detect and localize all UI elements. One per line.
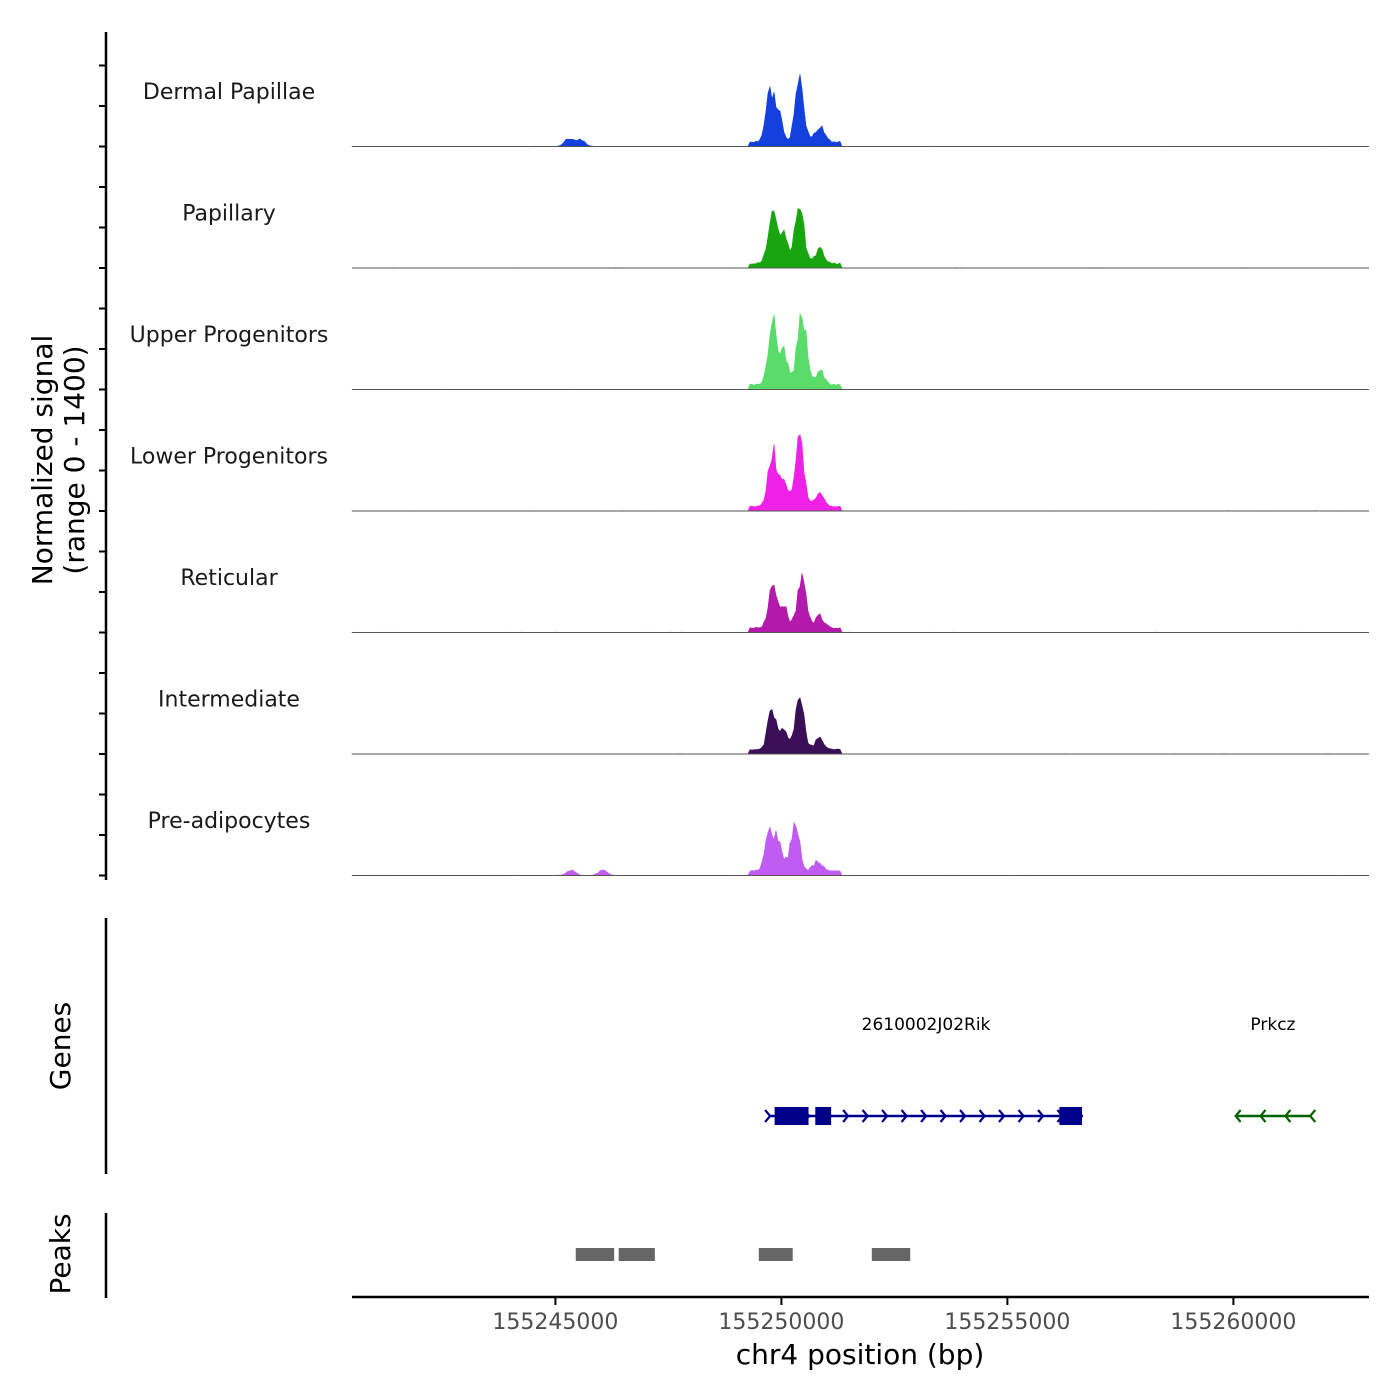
x-axis-title: chr4 position (bp) — [736, 1338, 985, 1371]
signal-area-reticular — [351, 573, 1370, 633]
genes-panel: 2610002J02Rik Prkcz — [764, 1015, 1317, 1125]
signal-area-lower-progenitors — [351, 434, 1369, 512]
strand-chevron-2610002j02rik — [959, 1109, 967, 1123]
track-label-upper-progenitors: Upper Progenitors — [130, 323, 329, 348]
track-label-intermediate: Intermediate — [158, 688, 300, 713]
peaks-panel — [575, 1248, 911, 1261]
track-label-lower-progenitors: Lower Progenitors — [130, 445, 328, 470]
x-tick-label: 155260000 — [1170, 1310, 1296, 1335]
strand-chevron-2610002j02rik — [842, 1109, 850, 1123]
strand-chevron-2610002j02rik — [900, 1109, 908, 1123]
strand-chevron-prkcz — [1283, 1109, 1292, 1123]
exon-2610002j02rik — [1059, 1107, 1082, 1125]
signal-y-ticks — [99, 64, 106, 877]
track-label-papillary: Papillary — [182, 202, 276, 227]
signal-area-dermal-papillae — [351, 74, 1370, 147]
strand-chevron-2610002j02rik — [764, 1109, 772, 1123]
strand-chevron-2610002j02rik — [920, 1109, 928, 1123]
track-label-pre-adipocytes: Pre-adipocytes — [148, 809, 311, 834]
strand-chevron-2610002j02rik — [861, 1109, 869, 1123]
signal-area-intermediate — [351, 697, 1369, 755]
signal-area-upper-progenitors — [351, 312, 1370, 390]
strand-chevron-2610002j02rik — [1037, 1109, 1045, 1123]
peak-region — [618, 1248, 655, 1261]
x-tick-label: 155245000 — [492, 1310, 618, 1335]
peak-region — [575, 1248, 615, 1261]
gene-label-2610002j02rik: 2610002J02Rik — [862, 1015, 991, 1035]
track-label-dermal-papillae: Dermal Papillae — [143, 80, 315, 105]
peaks-panel-title: Peaks — [44, 1213, 77, 1294]
x-tick-label: 155250000 — [718, 1310, 844, 1335]
peak-region — [871, 1248, 911, 1261]
x-axis-ticks: 155245000 155250000 155255000 155260000 — [492, 1297, 1296, 1335]
x-tick-label: 155255000 — [944, 1310, 1070, 1335]
genes-panel-title: Genes — [44, 1002, 77, 1090]
signal-area-papillary — [351, 207, 1369, 269]
y-axis-range-subtitle: (range 0 - 1400) — [58, 345, 91, 574]
strand-chevron-2610002j02rik — [998, 1109, 1006, 1123]
signal-area-pre-adipocytes — [351, 821, 1370, 876]
signal-tracks — [351, 74, 1370, 876]
strand-chevron-2610002j02rik — [1017, 1109, 1025, 1123]
exon-2610002j02rik — [774, 1107, 809, 1125]
strand-chevron-prkcz — [1234, 1109, 1242, 1123]
strand-chevron-2610002j02rik — [978, 1109, 986, 1123]
y-axis-title: Normalized signal — [26, 335, 59, 586]
strand-chevron-prkcz — [1308, 1109, 1317, 1123]
strand-chevron-2610002j02rik — [881, 1109, 889, 1123]
strand-chevron-2610002j02rik — [939, 1109, 947, 1123]
track-label-reticular: Reticular — [180, 566, 278, 591]
track-labels: Dermal Papillae Papillary Upper Progenitor… — [130, 80, 329, 834]
peak-region — [758, 1248, 793, 1261]
gene-label-prkcz: Prkcz — [1250, 1015, 1295, 1035]
strand-chevron-prkcz — [1259, 1109, 1267, 1123]
exon-2610002j02rik — [815, 1107, 832, 1125]
